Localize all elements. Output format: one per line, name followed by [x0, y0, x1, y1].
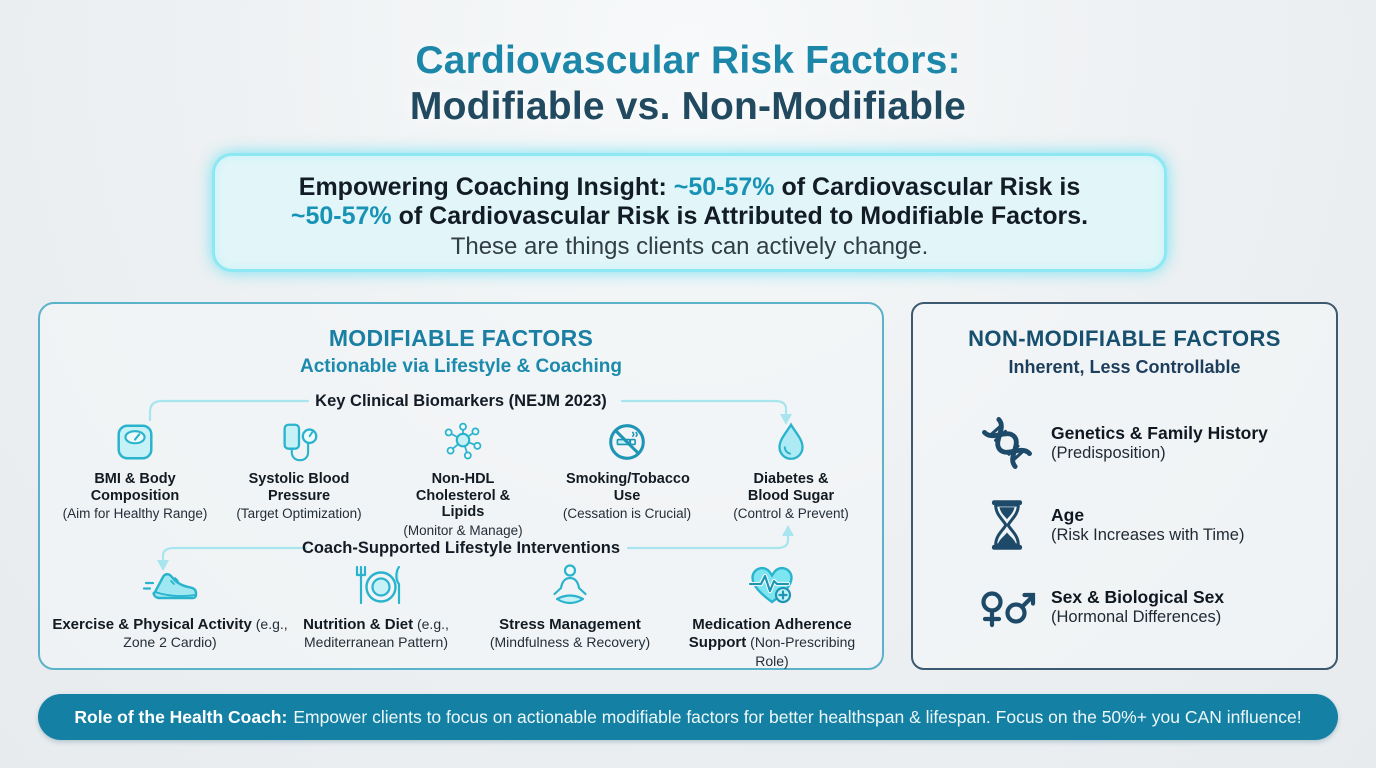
modifiable-factors-panel: MODIFIABLE FACTORS Actionable via Lifest…	[38, 302, 884, 670]
biomarker-item-cholesterol: Non-HDL Cholesterol & Lipids (Monitor & …	[381, 416, 545, 539]
blood-pressure-icon	[217, 416, 381, 468]
heart-plus-icon	[672, 559, 872, 611]
dna-icon	[975, 414, 1039, 472]
modifiable-subtitle: Actionable via Lifestyle & Coaching	[299, 356, 623, 377]
meditation-icon	[466, 559, 674, 611]
body-scale-icon	[53, 416, 217, 468]
interventions-heading: Coach-Supported Lifestyle Interventions	[301, 539, 621, 557]
biomarker-item-diabetes: Diabetes & Blood Sugar (Control & Preven…	[709, 416, 873, 539]
insight-highlight-2: ~50-57%	[290, 201, 392, 230]
health-coach-role-banner: Role of the Health Coach: Empower clients…	[38, 694, 1338, 740]
intervention-item-medication: Medication Adherence Support (Non-Prescr…	[672, 559, 872, 670]
blood-drop-icon	[709, 416, 873, 468]
non-modifiable-item-genetics: Genetics & Family History (Predispositio…	[975, 410, 1322, 476]
footer-bold-label: Role of the Health Coach:	[74, 706, 288, 727]
non-modifiable-item-sex: Sex & Biological Sex (Hormonal Differenc…	[975, 574, 1322, 640]
page-title-line2: Modifiable vs. Non-Modifiable	[409, 85, 967, 129]
intervention-item-stress: Stress Management (Mindfulness & Recover…	[466, 559, 674, 651]
lipid-molecule-icon	[381, 416, 545, 468]
hourglass-icon	[975, 497, 1039, 553]
gender-symbols-icon	[975, 582, 1039, 632]
biomarkers-heading: Key Clinical Biomarkers (NEJM 2023)	[315, 392, 607, 410]
nutrition-plate-icon	[262, 559, 490, 611]
non-modifiable-subtitle: Inherent, Less Controllable	[1008, 357, 1241, 377]
biomarker-item-bmi: BMI & Body Composition (Aim for Healthy …	[53, 416, 217, 539]
non-modifiable-factors-panel: NON-MODIFIABLE FACTORS Inherent, Less Co…	[911, 302, 1338, 670]
page-title: Cardiovascular Risk Factors: Modifiable …	[0, 38, 1376, 130]
intervention-item-exercise: Exercise & Physical Activity (e.g., Zone…	[50, 559, 290, 651]
biomarkers-row: BMI & Body Composition (Aim for Healthy …	[53, 416, 873, 539]
insight-highlight-1: ~50-57%	[673, 173, 775, 201]
biomarker-item-blood-pressure: Systolic Blood Pressure (Target Optimiza…	[217, 416, 381, 539]
insight-line3: These are things clients can actively ch…	[450, 233, 929, 260]
non-modifiable-item-age: Age (Risk Increases with Time)	[975, 492, 1322, 558]
insight-line1: Empowering Coaching Insight: ~50-57% of …	[298, 173, 1081, 201]
coaching-insight-callout: Empowering Coaching Insight: ~50-57% of …	[212, 153, 1167, 272]
insight-line2: ~50-57% of Cardiovascular Risk is Attrib…	[290, 201, 1089, 230]
biomarker-item-smoking: Smoking/Tobacco Use (Cessation is Crucia…	[545, 416, 709, 539]
intervention-item-nutrition: Nutrition & Diet (e.g., Mediterranean Pa…	[262, 559, 490, 651]
running-shoe-icon	[50, 559, 290, 611]
page-title-line1: Cardiovascular Risk Factors:	[415, 39, 961, 82]
footer-text: Empower clients to focus on actionable m…	[293, 706, 1302, 727]
modifiable-title: MODIFIABLE FACTORS	[328, 325, 594, 351]
non-modifiable-title: NON-MODIFIABLE FACTORS	[968, 326, 1281, 351]
no-smoking-icon	[545, 416, 709, 468]
